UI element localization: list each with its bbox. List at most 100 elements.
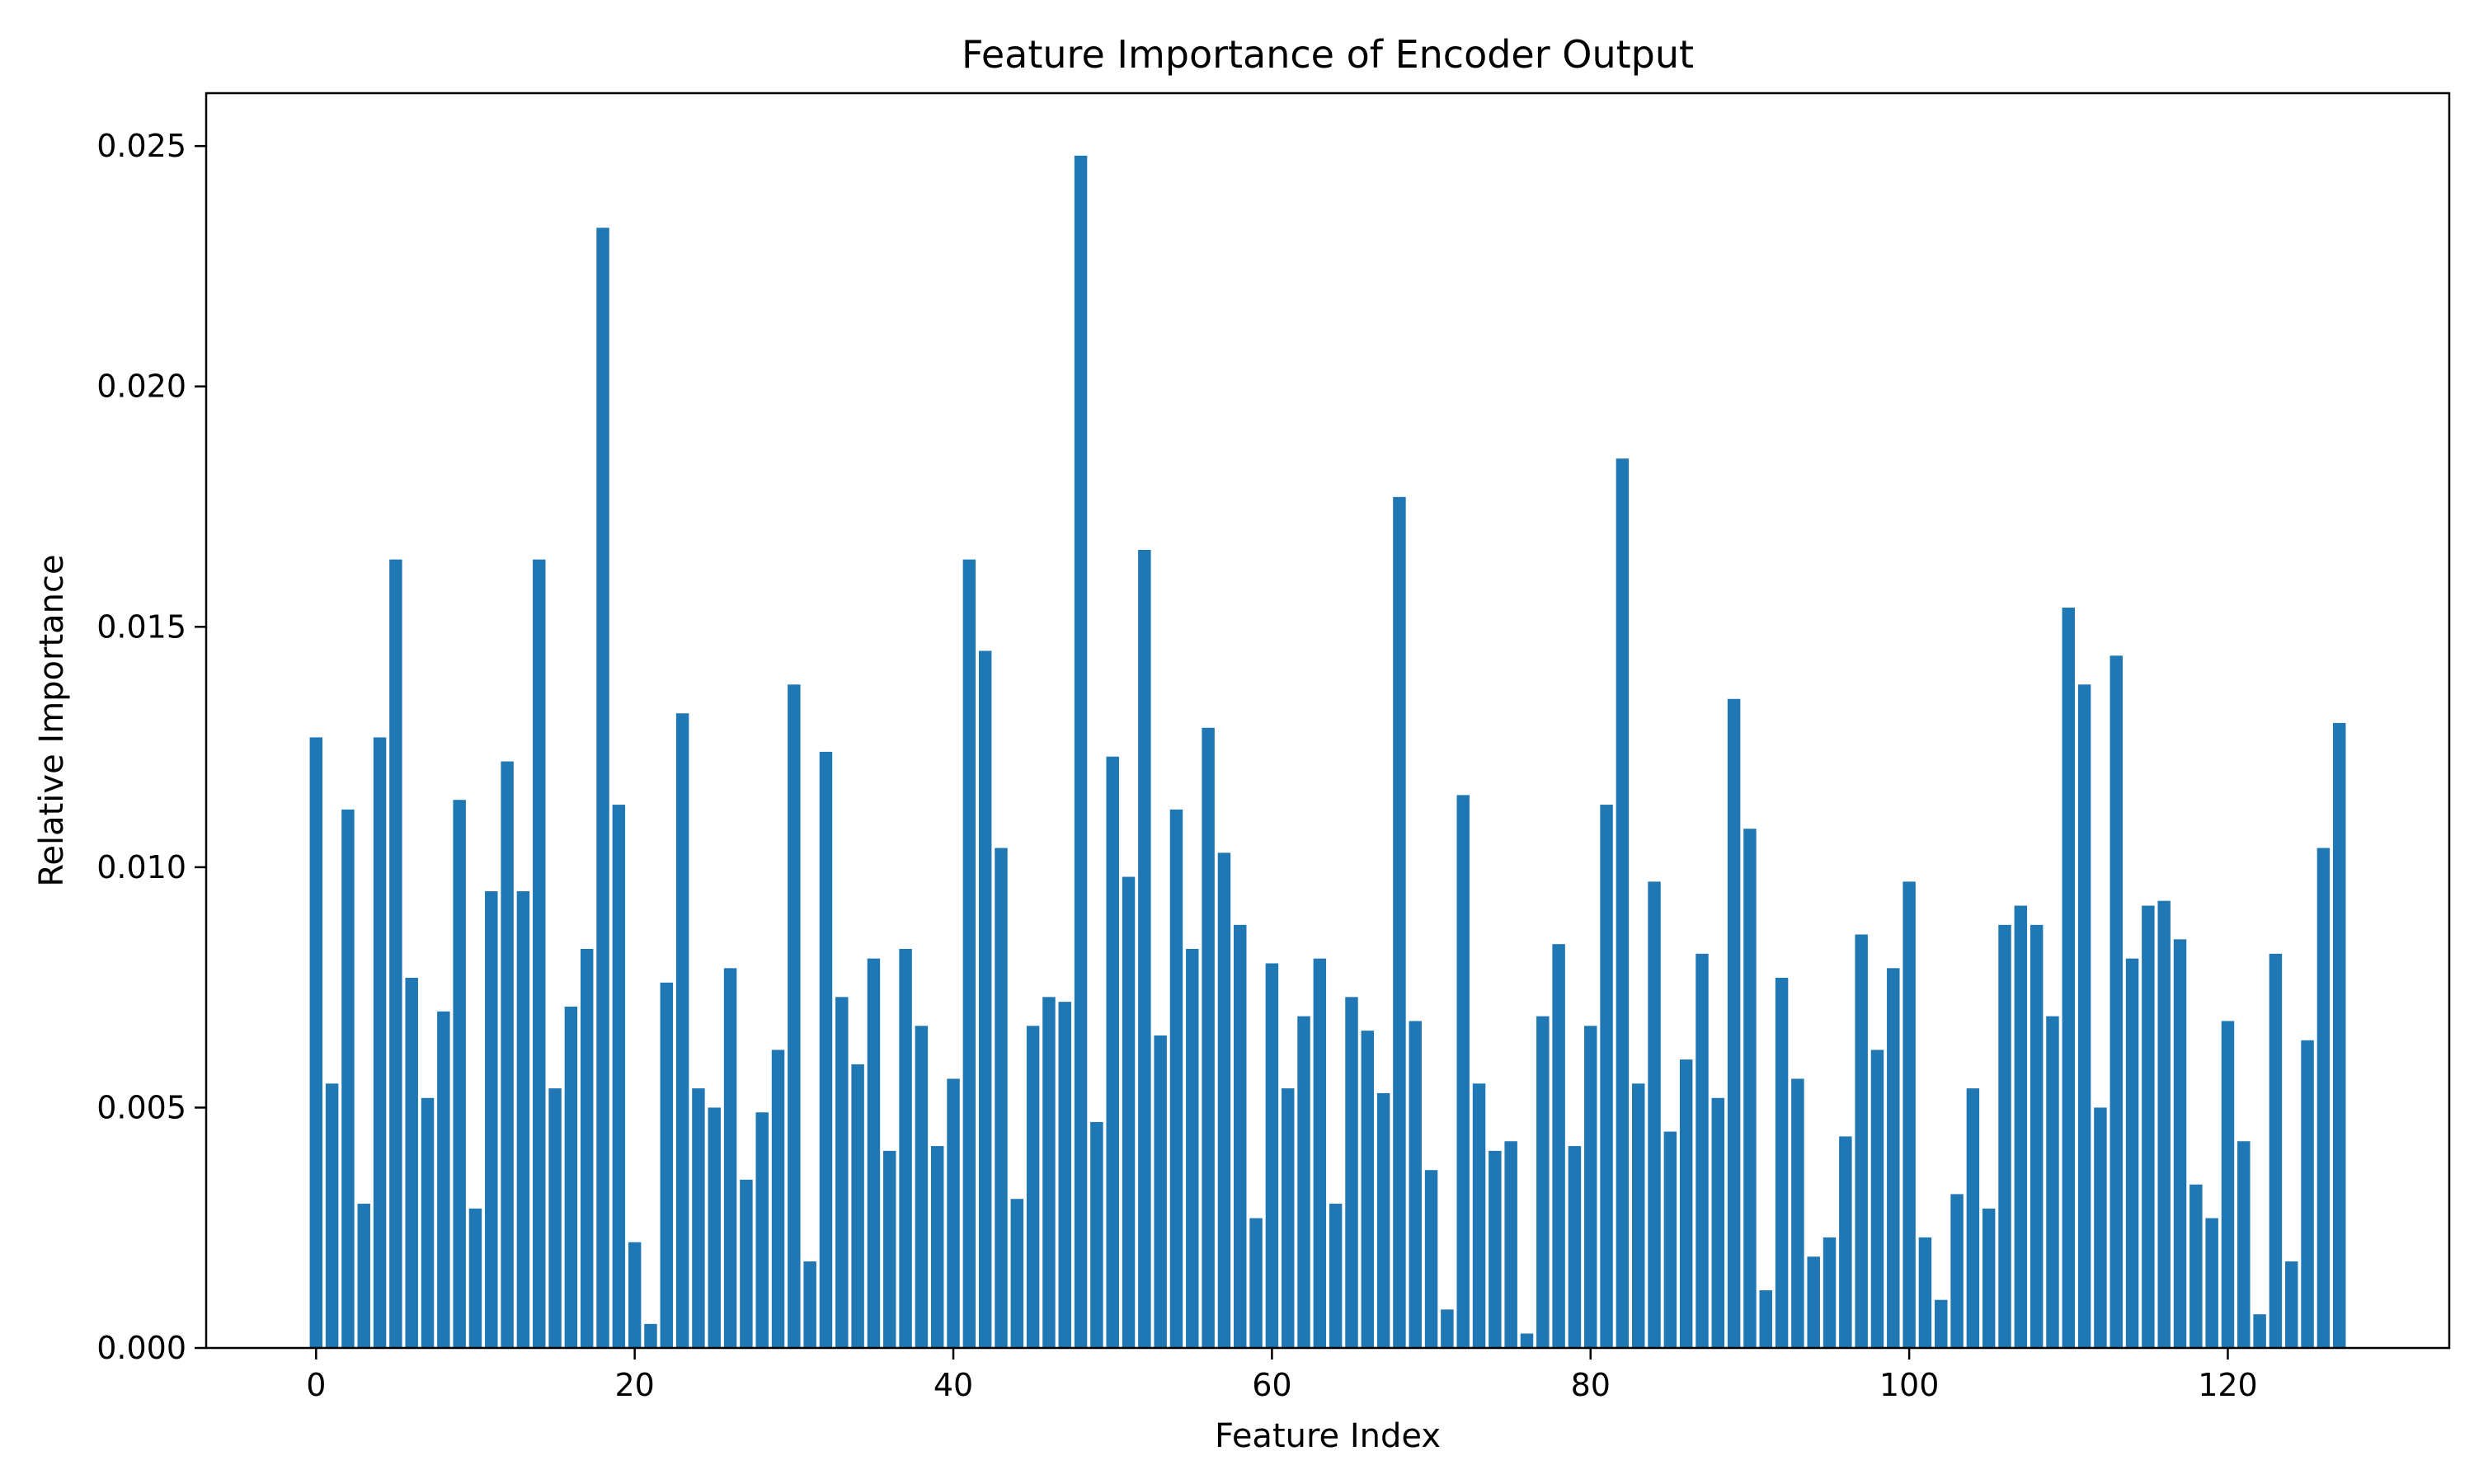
y-tick-label: 0.010 [96,849,186,885]
bar-feature-70 [1424,1170,1438,1348]
bar-feature-14 [533,559,546,1348]
bar-feature-123 [2269,953,2283,1348]
bar-feature-95 [1823,1237,1837,1348]
bar-feature-47 [1058,1002,1071,1348]
x-tick-label: 100 [1879,1367,1940,1403]
plot-area-frame [205,92,2451,1350]
x-tick-label: 40 [934,1367,973,1403]
x-axis-ticks: 0 20 40 60 80 100 120 [306,1348,2258,1403]
x-tick-label: 20 [614,1367,654,1403]
bar-feature-36 [883,1150,896,1348]
bar-feature-49 [1090,1121,1103,1348]
bar-feature-124 [2285,1261,2298,1348]
bar-feature-10 [468,1208,482,1348]
bar-feature-43 [995,848,1008,1348]
chart-title: Feature Importance of Encoder Output [962,32,1694,77]
bar-feature-74 [1489,1150,1502,1348]
bar-feature-26 [723,968,737,1348]
bar-feature-80 [1584,1026,1597,1348]
y-axis-ticks: 0.000 0.005 0.010 0.015 0.020 0.025 [96,128,206,1366]
bar-feature-91 [1759,1290,1772,1348]
bar-feature-114 [2125,958,2139,1348]
bar-feature-110 [2062,607,2076,1348]
bar-feature-45 [1026,1026,1040,1348]
bar-feature-87 [1696,953,1709,1348]
bar-feature-116 [2157,900,2171,1348]
y-axis-title: Relative Importance [33,554,71,886]
y-tick-label: 0.005 [96,1089,186,1125]
bar-feature-78 [1552,944,1565,1348]
bar-feature-62 [1297,1016,1310,1348]
bar-feature-112 [2094,1107,2107,1348]
bar-feature-119 [2205,1218,2218,1348]
bar-feature-120 [2221,1021,2235,1348]
x-tick-label: 60 [1252,1367,1291,1403]
y-tick-label: 0.025 [96,128,186,164]
bar-feature-99 [1887,968,1900,1348]
bar-feature-72 [1456,795,1470,1348]
bar-feature-93 [1791,1078,1804,1348]
y-tick-label: 0.015 [96,608,186,645]
bar-feature-77 [1536,1016,1550,1348]
bar-feature-35 [867,958,881,1348]
bar-feature-59 [1249,1218,1263,1348]
x-tick-label: 0 [306,1367,326,1403]
bar-feature-60 [1265,963,1279,1348]
bar-feature-13 [516,891,530,1348]
bar-feature-90 [1743,829,1757,1348]
bar-feature-6 [405,977,418,1348]
bar-feature-82 [1616,458,1630,1348]
bar-feature-31 [803,1261,816,1348]
bar-feature-76 [1520,1333,1534,1348]
bar-feature-11 [485,891,498,1348]
bar-feature-97 [1855,934,1868,1348]
bar-feature-85 [1663,1131,1677,1348]
bar-feature-115 [2142,905,2155,1348]
bar-feature-126 [2316,848,2331,1348]
bar-feature-98 [1870,1050,1884,1348]
bar-feature-84 [1648,881,1661,1348]
bar-feature-61 [1281,1088,1295,1348]
bar-feature-16 [564,1006,578,1348]
bar-feature-71 [1441,1309,1454,1348]
bar-feature-41 [962,559,976,1348]
bar-feature-66 [1361,1031,1375,1348]
bar-feature-20 [628,1242,642,1348]
bar-feature-22 [660,982,674,1348]
bar-feature-117 [2173,939,2187,1348]
bar-feature-30 [788,684,801,1348]
bar-feature-4 [373,737,387,1348]
bar-feature-67 [1376,1092,1390,1348]
bar-feature-7 [421,1097,435,1348]
bar-feature-88 [1711,1097,1725,1348]
bar-feature-52 [1138,549,1151,1348]
bar-feature-69 [1409,1021,1422,1348]
bar-feature-57 [1217,852,1231,1348]
bar-feature-51 [1122,876,1136,1348]
y-tick-label: 0.020 [96,369,186,405]
bar-feature-24 [692,1088,705,1348]
bar-feature-46 [1042,997,1056,1348]
bars-group [309,155,2346,1349]
bar-feature-105 [1982,1208,1996,1348]
bar-feature-21 [644,1323,657,1348]
bar-feature-109 [2046,1016,2059,1348]
bar-feature-39 [930,1146,944,1348]
bar-feature-32 [819,751,833,1348]
bar-feature-8 [437,1011,450,1348]
bar-feature-92 [1775,977,1789,1348]
bar-feature-23 [675,713,689,1348]
bar-feature-83 [1631,1083,1645,1348]
bar-feature-107 [2014,905,2028,1348]
bar-feature-86 [1679,1059,1693,1348]
bar-feature-15 [548,1088,562,1348]
bar-feature-2 [341,809,355,1348]
bar-feature-17 [580,948,594,1348]
bar-feature-73 [1472,1083,1486,1348]
bar-feature-101 [1918,1237,1932,1348]
bar-feature-12 [501,761,514,1348]
bar-feature-53 [1154,1035,1167,1348]
bar-feature-58 [1234,924,1247,1348]
x-tick-label: 80 [1571,1367,1611,1403]
